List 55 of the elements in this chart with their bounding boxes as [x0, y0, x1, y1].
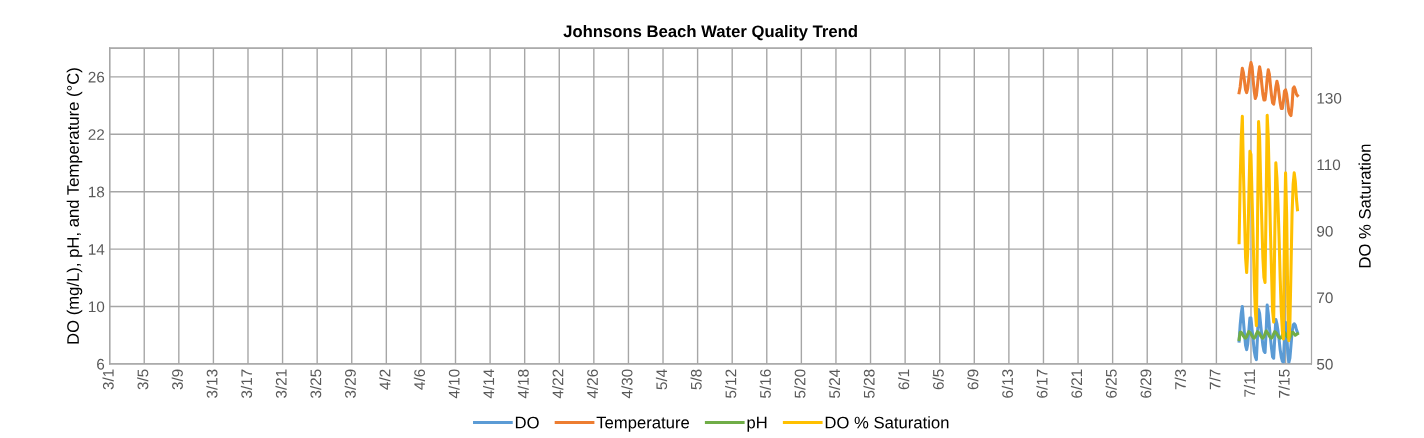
- y2-tick-label: 50: [1316, 358, 1333, 370]
- y2-tick-label: 130: [1317, 92, 1342, 104]
- x-tick-label: 7/7: [1209, 369, 1221, 390]
- x-tick-label: 3/29: [344, 369, 356, 398]
- x-tick-label: 6/29: [1140, 369, 1152, 398]
- x-tick-label: 3/25: [310, 369, 322, 398]
- x-tick-label: 4/30: [621, 369, 633, 399]
- y-tick-label: 26: [88, 71, 105, 83]
- line-series: [1237, 61, 1299, 118]
- x-tick-label: 5/4: [655, 369, 668, 390]
- x-tick-label: 4/22: [552, 369, 564, 399]
- y2-tick-label: 110: [1317, 159, 1341, 171]
- x-tick-label: 3/13: [206, 369, 218, 398]
- x-tick-label: 6/25: [1105, 369, 1117, 398]
- y2-axis-title: DO % Saturation: [1358, 144, 1371, 268]
- x-tick-label: 4/2: [379, 369, 391, 390]
- x-tick-label: 3/5: [137, 369, 149, 390]
- legend-label: DO % Saturation: [825, 416, 949, 429]
- line-series: [1237, 113, 1299, 343]
- y2-tick-label: 90: [1317, 225, 1333, 237]
- y-tick-label: 10: [88, 301, 105, 313]
- x-tick-label: 4/10: [448, 369, 460, 399]
- x-tick-label: 5/24: [828, 369, 841, 398]
- x-tick-label: 3/17: [240, 369, 253, 398]
- x-tick-label: 6/9: [967, 369, 979, 390]
- x-tick-label: 6/1: [898, 369, 910, 390]
- y2-tick-label: 70: [1317, 292, 1333, 304]
- y-tick-label: 22: [88, 129, 105, 140]
- chart-title: Johnsons Beach Water Quality Trend: [563, 24, 857, 41]
- x-tick-label: 5/12: [725, 369, 737, 398]
- legend-label: DO: [515, 416, 539, 429]
- x-tick-label: 6/5: [932, 369, 944, 390]
- x-tick-label: 3/21: [275, 369, 287, 398]
- y-tick-label: 6: [97, 358, 105, 370]
- x-tick-label: 7/15: [1278, 369, 1290, 398]
- y-tick-label: 14: [88, 244, 105, 255]
- x-tick-label: 3/9: [171, 369, 183, 390]
- x-tick-label: 3/1: [102, 369, 114, 390]
- x-tick-label: 5/20: [794, 369, 806, 398]
- x-tick-label: 4/18: [517, 369, 529, 399]
- legend-label: pH: [747, 416, 767, 432]
- x-tick-label: 6/17: [1036, 369, 1048, 398]
- x-tick-label: 4/6: [413, 369, 426, 390]
- x-tick-label: 5/16: [759, 369, 771, 398]
- x-tick-label: 5/8: [690, 369, 702, 390]
- x-tick-label: 7/11: [1243, 369, 1256, 397]
- x-tick-label: 6/21: [1070, 369, 1083, 398]
- y-tick-label: 18: [88, 186, 105, 198]
- x-tick-label: 5/28: [863, 369, 875, 398]
- x-tick-label: 4/26: [586, 369, 598, 399]
- x-tick-label: 6/13: [1001, 369, 1013, 398]
- legend-label: Temperature: [596, 416, 690, 432]
- x-tick-label: 7/3: [1174, 369, 1186, 390]
- x-tick-label: 4/14: [482, 369, 495, 399]
- y-axis-title: DO (mg/L), pH, and Temperature (°C): [66, 68, 83, 344]
